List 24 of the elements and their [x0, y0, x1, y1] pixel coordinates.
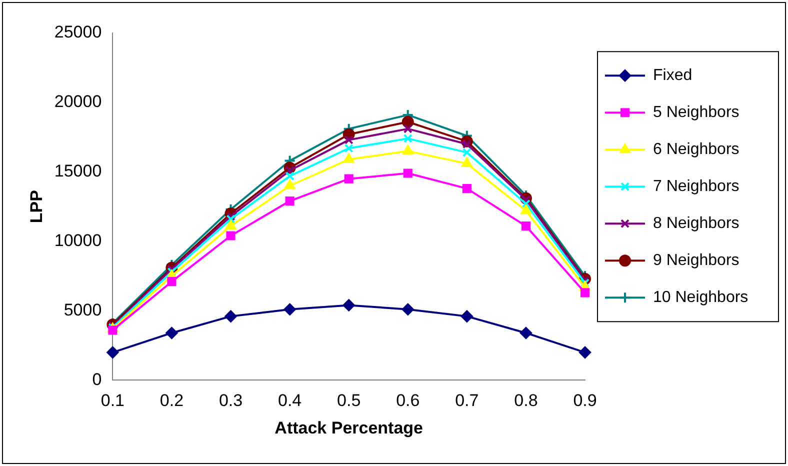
- x-tick-label: 0.1: [100, 391, 124, 410]
- legend-label: Fixed: [653, 67, 692, 84]
- legend-label: 5 Neighbors: [653, 104, 740, 122]
- y-tick-label: 0: [92, 370, 102, 389]
- legend-label: 10 Neighbors: [653, 289, 748, 306]
- x-axis-title: Attack Percentage: [274, 418, 424, 438]
- x-tick-label: 0.5: [337, 391, 361, 410]
- legend-label: 6 Neighbors: [653, 141, 740, 158]
- y-tick-label: 15000: [54, 162, 102, 181]
- x-tick-label: 0.7: [455, 391, 479, 410]
- y-tick-label: 5000: [64, 300, 102, 320]
- x-tick-label: 0.4: [278, 391, 302, 410]
- x-tick-label: 0.9: [573, 391, 597, 410]
- y-tick-label: 25000: [54, 22, 102, 42]
- x-tick-label: 0.2: [160, 391, 184, 410]
- y-tick-label: 10000: [54, 231, 102, 250]
- legend-label: 9 Neighbors: [653, 252, 740, 270]
- y-tick-label: 20000: [54, 92, 102, 112]
- x-tick-label: 0.8: [514, 391, 538, 410]
- legend-label: 8 Neighbors: [653, 215, 740, 232]
- x-tick-label: 0.3: [218, 391, 243, 410]
- x-tick-label: 0.6: [396, 391, 420, 410]
- legend-label: 7 Neighbors: [653, 178, 740, 196]
- y-axis-title: LPP: [26, 190, 46, 224]
